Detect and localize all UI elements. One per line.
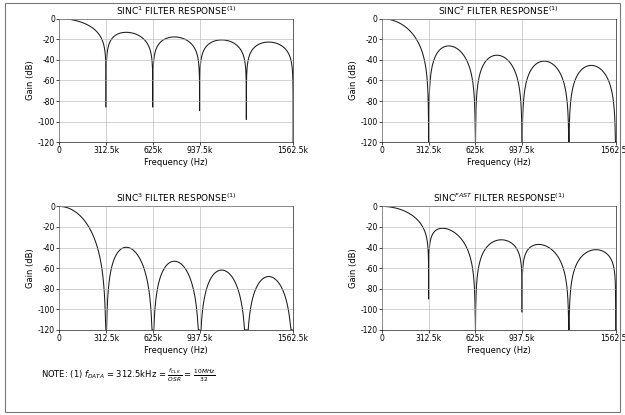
- X-axis label: Frequency (Hz): Frequency (Hz): [144, 158, 208, 167]
- Text: NOTE: (1) $f_{DATA}$ = 312.5kHz = $\frac{f_{CLK}}{OSR}$ = $\frac{10MHz}{32}$: NOTE: (1) $f_{DATA}$ = 312.5kHz = $\frac…: [41, 367, 216, 384]
- Title: SINC$^1$ FILTER RESPONSE$^{(1)}$: SINC$^1$ FILTER RESPONSE$^{(1)}$: [116, 4, 236, 17]
- Title: SINC$^{FAST}$ FILTER RESPONSE$^{(1)}$: SINC$^{FAST}$ FILTER RESPONSE$^{(1)}$: [432, 192, 565, 204]
- Y-axis label: Gain (dB): Gain (dB): [26, 61, 35, 100]
- Y-axis label: Gain (dB): Gain (dB): [349, 248, 358, 288]
- X-axis label: Frequency (Hz): Frequency (Hz): [467, 346, 531, 355]
- Y-axis label: Gain (dB): Gain (dB): [349, 61, 358, 100]
- X-axis label: Frequency (Hz): Frequency (Hz): [144, 346, 208, 355]
- Y-axis label: Gain (dB): Gain (dB): [26, 248, 35, 288]
- Title: SINC$^3$ FILTER RESPONSE$^{(1)}$: SINC$^3$ FILTER RESPONSE$^{(1)}$: [116, 192, 236, 204]
- X-axis label: Frequency (Hz): Frequency (Hz): [467, 158, 531, 167]
- Title: SINC$^2$ FILTER RESPONSE$^{(1)}$: SINC$^2$ FILTER RESPONSE$^{(1)}$: [439, 4, 559, 17]
